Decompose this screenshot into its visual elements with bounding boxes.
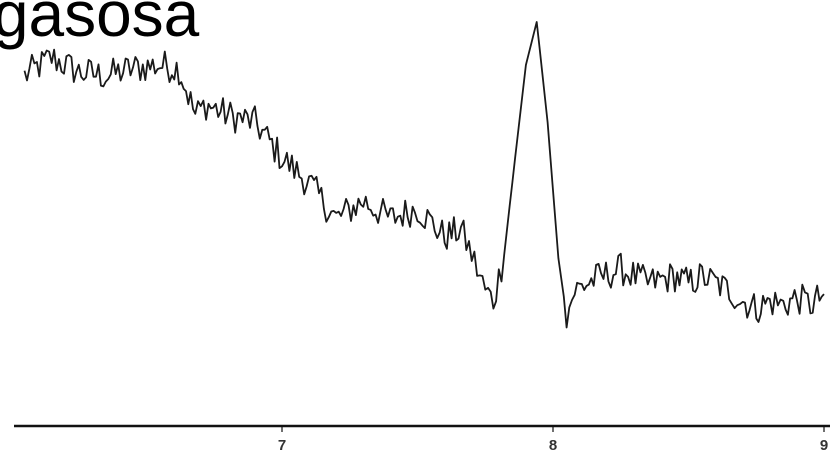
- x-axis-ticks: 7 8 9: [278, 426, 828, 454]
- x-tick-label: 9: [820, 437, 828, 454]
- chromatogram-trace: [23, 21, 825, 329]
- x-tick-label: 7: [278, 437, 286, 454]
- chart-title: grafia gasosa: [0, 0, 200, 50]
- x-tick-label: 8: [549, 437, 557, 454]
